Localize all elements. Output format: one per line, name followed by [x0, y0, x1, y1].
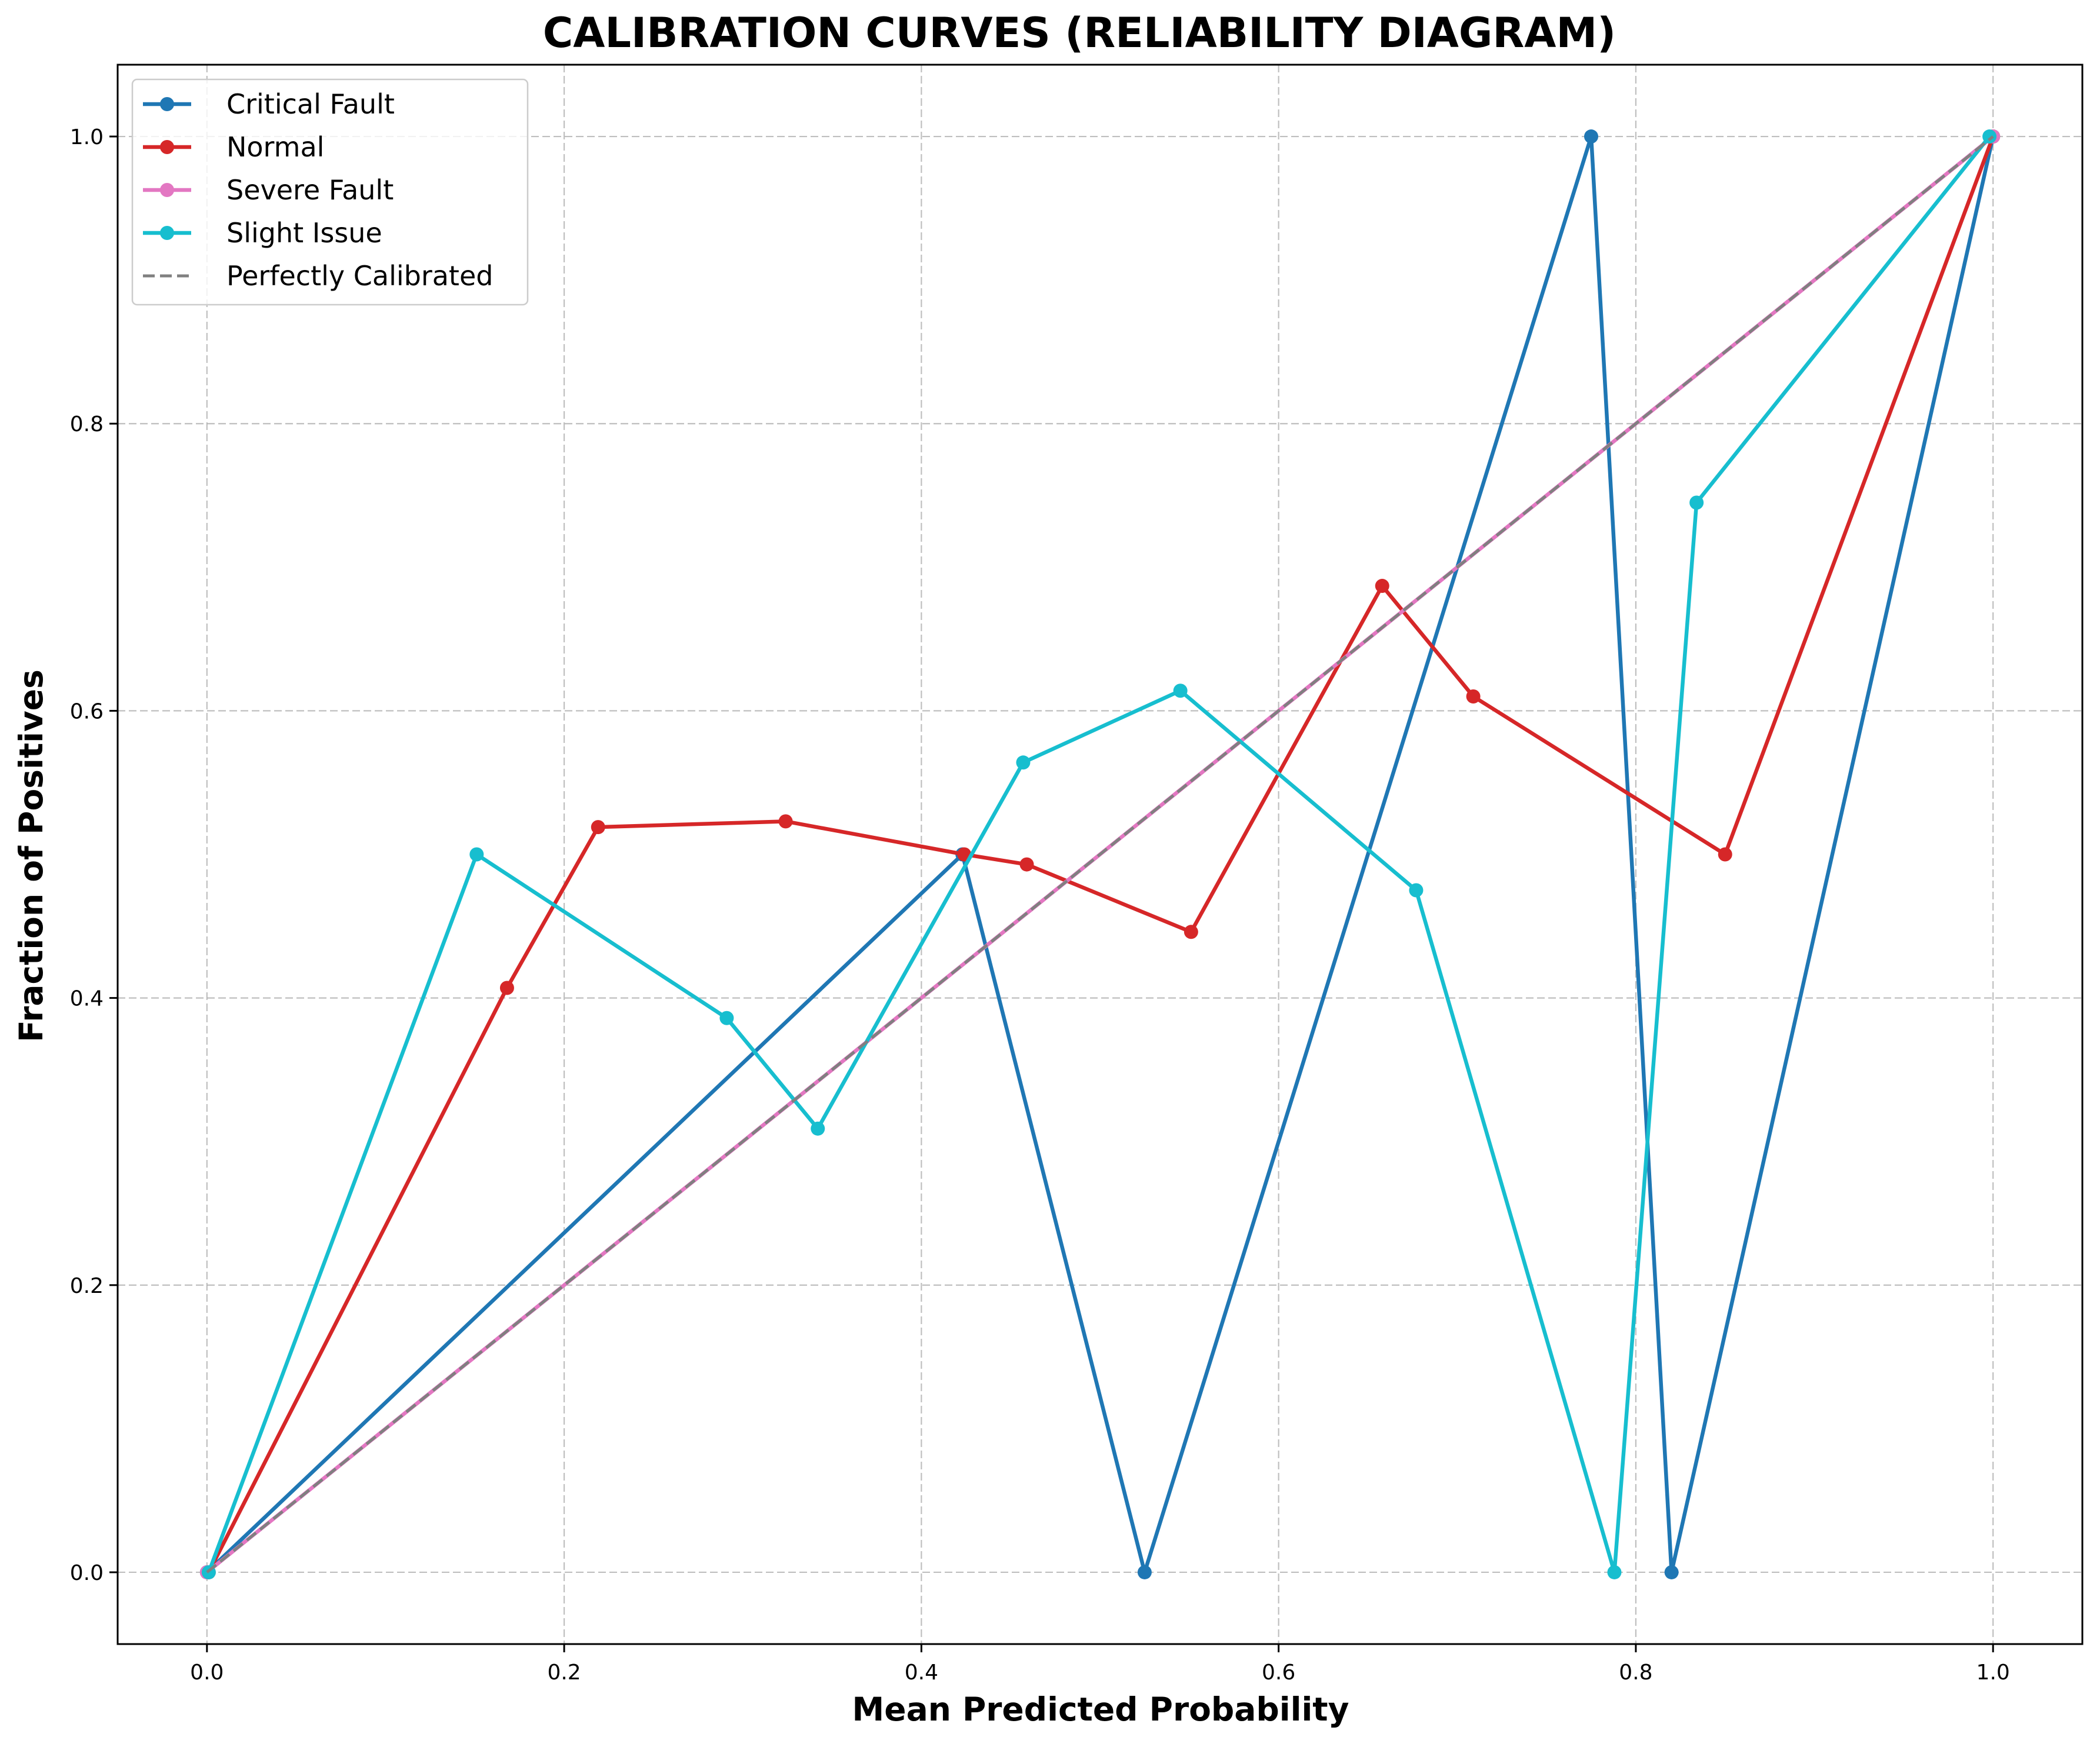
legend-box: [131, 78, 529, 306]
data-point-slight-issue: [811, 1121, 825, 1136]
y-tick-label: 0.0: [70, 1561, 104, 1585]
y-axis-label: Fraction of Positives: [12, 669, 50, 1042]
perfectly-calibrated-line: [206, 135, 1994, 1573]
data-point-normal: [499, 981, 514, 995]
plot-frame: [116, 64, 2084, 1645]
x-tick-label: 0.2: [547, 1661, 581, 1685]
legend-label-perfectly-calibrated: Perfectly Calibrated: [226, 260, 493, 292]
series-slight-issue: [201, 129, 1997, 1579]
legend-item-severe-fault: Severe Fault: [143, 174, 394, 206]
x-tick-label: 0.6: [1262, 1661, 1295, 1685]
data-point-normal: [1466, 689, 1481, 704]
y-tick-label: 1.0: [70, 125, 104, 149]
y-tick-label: 0.6: [70, 699, 104, 724]
x-axis-label: Mean Predicted Probability: [852, 1691, 1349, 1728]
data-point-normal: [591, 820, 605, 835]
legend-item-perfectly-calibrated: Perfectly Calibrated: [143, 260, 493, 292]
legend-item-normal: Normal: [143, 131, 324, 163]
series-line-critical-fault: [205, 134, 1995, 1575]
legend-marker-slight-issue: [160, 226, 174, 240]
data-point-critical-fault: [1664, 1565, 1679, 1579]
x-tick-label: 1.0: [1976, 1661, 2010, 1685]
series-line-slight-issue: [206, 134, 1992, 1575]
data-point-slight-issue: [1173, 684, 1188, 698]
legend-marker-severe-fault: [160, 183, 174, 197]
data-point-normal: [1184, 925, 1198, 939]
data-point-normal: [1019, 857, 1034, 872]
data-point-slight-issue: [1016, 755, 1031, 770]
data-point-normal: [1718, 847, 1732, 862]
axes-layer: 0.0 0.2 0.4 0.6 0.8 1.0 0.0 0.2 0.4 0.6 0.8 1.0: [70, 64, 2084, 1685]
data-point-slight-issue: [1607, 1565, 1622, 1579]
y-tick-label: 0.2: [70, 1274, 104, 1298]
chart-title: CALIBRATION CURVES (RELIABILITY DIAGRAM): [543, 9, 1616, 57]
legend-item-critical-fault: Critical Fault: [143, 88, 395, 120]
legend-label-slight-issue: Slight Issue: [226, 217, 382, 249]
data-point-slight-issue: [1689, 495, 1704, 510]
data-point-critical-fault: [1137, 1565, 1152, 1579]
x-tick-label: 0.4: [905, 1661, 938, 1685]
y-tick-label: 0.8: [70, 412, 104, 436]
data-point-slight-issue: [1982, 129, 1997, 144]
legend-label-critical-fault: Critical Fault: [226, 88, 395, 120]
data-point-normal: [778, 814, 793, 829]
legend-item-slight-issue: Slight Issue: [143, 217, 382, 249]
grid-layer: [118, 65, 2082, 1644]
legend-label-normal: Normal: [226, 131, 324, 163]
data-point-slight-issue: [1409, 883, 1424, 898]
series-layer: [199, 129, 2001, 1579]
legend-marker-normal: [160, 140, 174, 154]
legend-label-severe-fault: Severe Fault: [226, 174, 394, 206]
legend-marker-critical-fault: [160, 97, 174, 111]
legend: Critical Fault Normal Severe Fault Slight I…: [131, 78, 529, 306]
y-tick-label: 0.4: [70, 987, 104, 1011]
data-point-slight-issue: [719, 1011, 734, 1025]
data-point-normal: [1375, 579, 1389, 594]
data-point-slight-issue: [469, 847, 484, 862]
x-tick-label: 0.8: [1619, 1661, 1652, 1685]
data-point-critical-fault: [1584, 129, 1598, 144]
x-tick-label: 0.0: [190, 1661, 224, 1685]
